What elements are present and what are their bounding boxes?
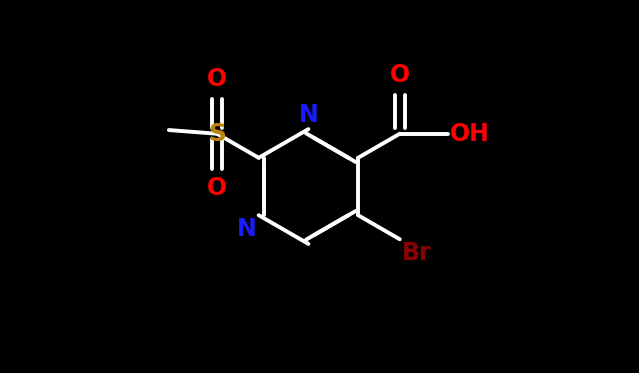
Text: N: N xyxy=(237,217,257,241)
Text: O: O xyxy=(207,176,227,200)
Text: O: O xyxy=(390,63,410,87)
Text: OH: OH xyxy=(450,122,489,146)
Text: S: S xyxy=(208,122,226,146)
Text: Br: Br xyxy=(402,241,431,265)
Text: N: N xyxy=(298,103,318,127)
Text: O: O xyxy=(207,67,227,91)
